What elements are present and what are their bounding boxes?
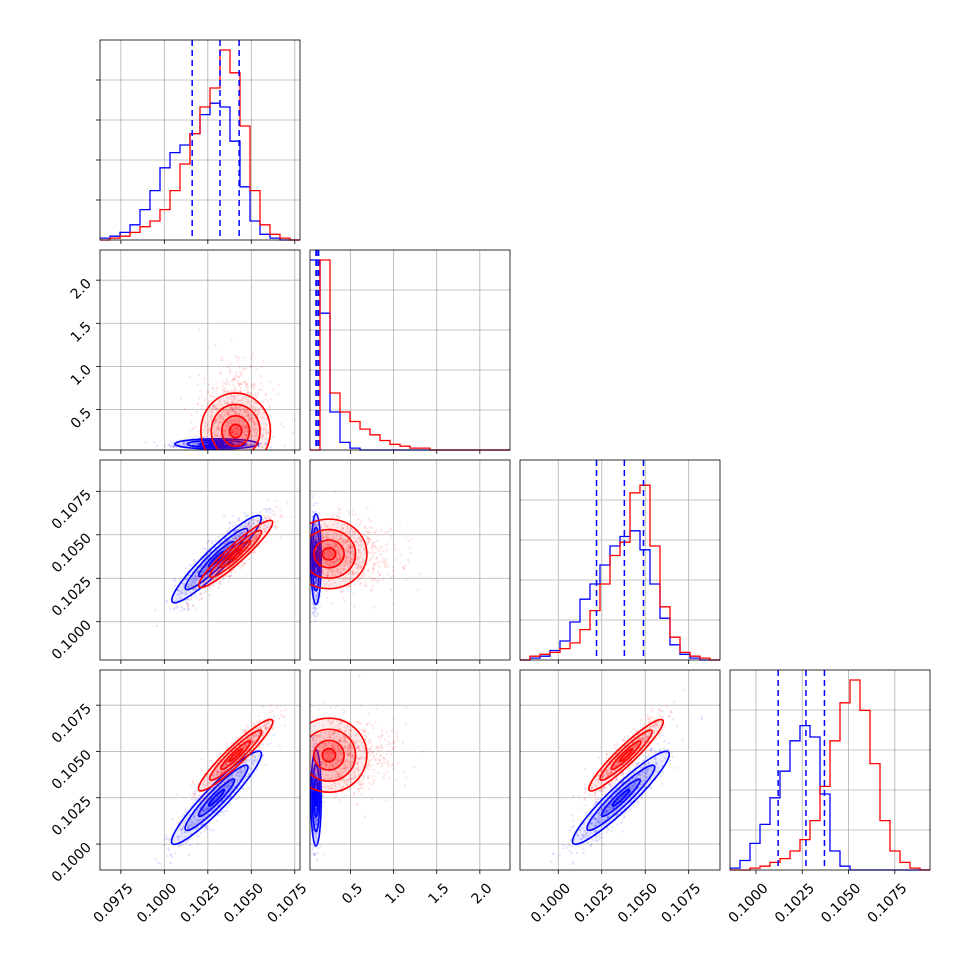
contour-red <box>321 547 337 561</box>
contour-red <box>219 740 252 771</box>
scatter-points <box>550 689 703 866</box>
scatter-points <box>154 704 287 865</box>
grid-lines <box>100 460 300 660</box>
y-tick-label: 0.1050 <box>49 747 95 793</box>
x-tick-label: 0.1075 <box>658 880 704 926</box>
contour-blue <box>571 750 671 846</box>
contour-red <box>310 518 368 590</box>
y-tick-label: 1.5 <box>68 319 95 346</box>
contour-red <box>310 717 368 794</box>
y-tick-label: 1.0 <box>68 362 95 389</box>
scatter-points <box>154 499 293 628</box>
contour-red <box>228 748 243 763</box>
contour-red <box>312 539 345 569</box>
panel-frame <box>309 459 511 661</box>
x-tick-label: 0.1025 <box>178 880 224 926</box>
histogram-red <box>520 484 720 661</box>
contour-red <box>208 729 263 782</box>
grid-lines <box>520 460 720 660</box>
panel-frame <box>99 249 301 451</box>
x-tick-label: 0.1075 <box>865 880 911 926</box>
scatter-points <box>310 674 424 870</box>
x-tick-label: 0.5 <box>339 880 366 907</box>
y-tick-label: 0.1000 <box>49 617 95 663</box>
y-tick-label: 0.1025 <box>49 574 95 620</box>
contour-blue <box>208 442 225 446</box>
x-tick-label: 0.1000 <box>134 880 180 926</box>
grid-lines <box>520 670 720 870</box>
panel-frame <box>99 669 301 871</box>
contour-blue <box>199 441 235 447</box>
x-tick-label: 0.0975 <box>91 880 137 926</box>
y-tick-label: 0.1000 <box>49 840 95 886</box>
x-tick-label: 0.1075 <box>265 880 311 926</box>
contour-blue <box>586 764 656 832</box>
grid-lines <box>100 250 300 450</box>
contour-blue <box>170 750 263 846</box>
contour-red <box>228 547 243 561</box>
grid-lines <box>100 40 300 240</box>
y-tick-label: 2.0 <box>68 276 95 303</box>
histogram-red <box>100 49 300 241</box>
contour-red <box>228 423 243 439</box>
panel-frame <box>729 669 931 871</box>
contour-red <box>610 740 642 771</box>
y-tick-label: 0.1075 <box>49 487 95 533</box>
contour-red <box>312 739 345 771</box>
contour-red <box>197 519 274 589</box>
x-tick-label: 0.1025 <box>772 880 818 926</box>
y-tick-label: 0.5 <box>68 405 95 432</box>
contour-blue <box>600 778 642 818</box>
x-tick-label: 1.5 <box>425 880 452 907</box>
grid-lines <box>100 670 300 870</box>
contour-red <box>197 718 274 792</box>
scatter-points <box>144 328 296 450</box>
x-tick-label: 0.1000 <box>726 880 772 926</box>
y-tick-label: 0.1050 <box>49 530 95 576</box>
histogram-red <box>730 679 930 871</box>
x-tick-label: 0.1050 <box>615 880 661 926</box>
contour-blue <box>197 778 236 818</box>
contour-red <box>200 392 272 450</box>
scatter-points <box>310 490 422 622</box>
contour-red <box>208 529 263 579</box>
contour-red <box>618 748 634 763</box>
panel-frame <box>519 459 721 661</box>
contour-blue <box>184 764 249 832</box>
contour-blue <box>611 788 631 807</box>
panel-frame <box>99 39 301 241</box>
contour-red <box>321 747 337 763</box>
x-tick-label: 2.0 <box>469 880 496 907</box>
y-tick-label: 0.1075 <box>49 701 95 747</box>
grid-lines <box>310 460 510 660</box>
panel-frame <box>99 459 301 661</box>
contour-blue <box>207 788 226 807</box>
contour-red <box>220 415 251 448</box>
contour-red <box>588 718 665 792</box>
grid-lines <box>310 250 510 450</box>
contour-red <box>220 539 252 569</box>
panel-frame <box>309 669 511 871</box>
x-tick-label: 0.1050 <box>818 880 864 926</box>
contour-red <box>599 729 653 782</box>
x-tick-label: 0.1000 <box>528 880 574 926</box>
panel-frame <box>519 669 721 871</box>
x-tick-label: 1.0 <box>382 880 409 907</box>
panel-frame <box>309 249 511 451</box>
x-tick-label: 0.1025 <box>572 880 618 926</box>
x-tick-label: 0.1050 <box>221 880 267 926</box>
y-tick-label: 0.1025 <box>49 793 95 839</box>
